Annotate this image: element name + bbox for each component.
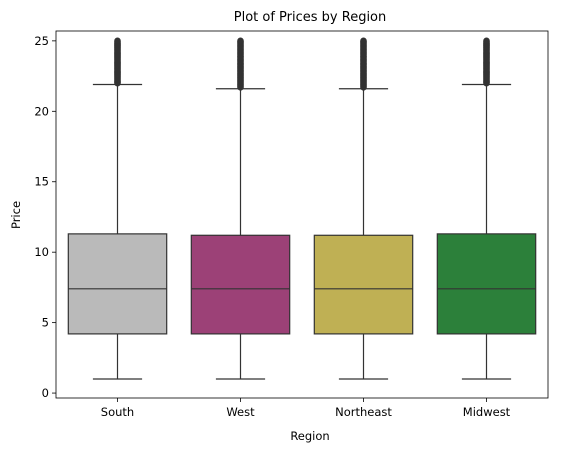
y-tick-label: 15 xyxy=(34,175,49,189)
outliers xyxy=(237,37,244,91)
y-axis-label: Price xyxy=(9,201,23,229)
boxes-group xyxy=(67,37,537,380)
outlier-point xyxy=(114,37,121,45)
y-tick-label: 20 xyxy=(34,104,49,118)
x-tick-label: Midwest xyxy=(463,405,511,419)
iqr-box xyxy=(313,234,414,335)
y-tick-label: 25 xyxy=(34,34,49,48)
y-tick-label: 10 xyxy=(34,245,49,259)
x-axis-ticks: South West Northeast Midwest xyxy=(101,398,511,419)
iqr-box xyxy=(436,233,537,335)
box-northeast xyxy=(313,37,414,380)
y-tick-label: 0 xyxy=(42,386,49,400)
chart-title: Plot of Prices by Region xyxy=(234,10,387,25)
box-midwest xyxy=(436,37,537,380)
box-south xyxy=(67,37,168,380)
x-tick-label: Northeast xyxy=(335,405,392,419)
outlier-point xyxy=(483,37,490,45)
outlier-point xyxy=(360,37,367,45)
x-axis-label: Region xyxy=(290,429,329,443)
plot-frame xyxy=(55,30,549,399)
outliers xyxy=(360,37,367,91)
outliers xyxy=(483,37,490,87)
x-tick-label: South xyxy=(101,405,134,419)
x-tick-label: West xyxy=(226,405,255,419)
y-tick-label: 5 xyxy=(42,316,49,330)
y-axis-ticks: 0 5 10 15 20 25 xyxy=(34,34,56,400)
iqr-box xyxy=(190,234,291,335)
outlier-point xyxy=(237,37,244,45)
iqr-box xyxy=(67,233,168,335)
box-west xyxy=(190,37,291,380)
outliers xyxy=(114,37,121,87)
